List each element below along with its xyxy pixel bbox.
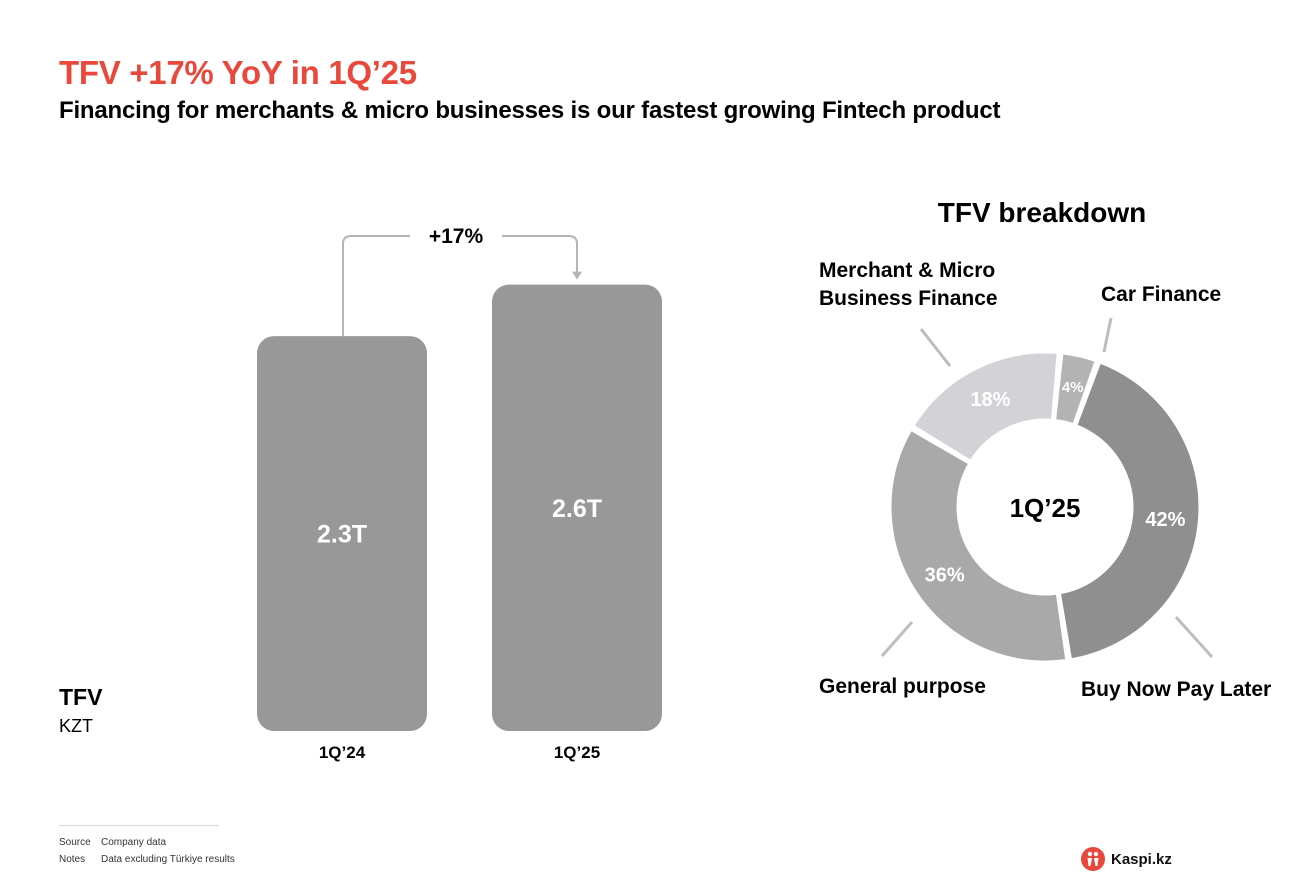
slice-legend-label: Business Finance [819, 287, 998, 310]
kaspi-logo-icon [1081, 847, 1105, 871]
growth-connector-right [502, 235, 578, 273]
source-label: Source [59, 837, 91, 848]
bar [257, 336, 427, 731]
x-tick-label: 1Q’24 [319, 743, 366, 762]
bar [492, 284, 662, 731]
notes-text: Data excluding Türkiye results [101, 854, 235, 865]
leader-line [880, 621, 914, 657]
growth-connector-left [342, 235, 410, 337]
donut-slice [1057, 360, 1202, 662]
leader-line [1174, 615, 1214, 659]
source-text: Company data [101, 837, 167, 848]
arrow-head-icon [572, 271, 582, 280]
donut-slice [911, 350, 1060, 464]
leader-line [1102, 317, 1113, 353]
donut-center-label: 1Q’25 [1010, 493, 1081, 523]
logo-text: Kaspi.kz [1111, 850, 1172, 868]
metric-label: TFV [59, 684, 103, 710]
brand-logo: Kaspi.kz [1081, 847, 1172, 871]
page-title: TFV +17% YoY in 1Q’25 [59, 54, 417, 91]
leader-line [919, 328, 952, 367]
unit-label: KZT [59, 716, 93, 736]
donut-slice [1053, 351, 1098, 427]
donut-chart: TFV breakdown 42% Buy Now Pay Later 36% Gene… [819, 197, 1271, 701]
slice-value-label: 42% [1145, 509, 1185, 531]
page-subtitle: Financing for merchants & micro business… [59, 97, 1001, 124]
slice-value-label: 36% [925, 565, 965, 587]
slice-legend-label: Car Finance [1101, 283, 1221, 306]
slice-legend-label: Merchant & Micro [819, 259, 995, 282]
bar-chart: 2.3T 1Q’24 2.6T 1Q’25 +17% [257, 225, 662, 762]
donut-slice [888, 427, 1069, 664]
x-tick-label: 1Q’25 [554, 743, 600, 762]
bar-value-label: 2.6T [552, 495, 602, 523]
footnote-divider [59, 825, 219, 826]
notes-label: Notes [59, 854, 86, 865]
bar-value-label: 2.3T [317, 521, 367, 549]
slice-legend-label: Buy Now Pay Later [1081, 678, 1271, 701]
growth-label: +17% [429, 225, 484, 248]
slice-value-label: 4% [1062, 379, 1084, 396]
donut-title: TFV breakdown [938, 197, 1146, 228]
slice-legend-label: General purpose [819, 675, 986, 698]
slice-value-label: 18% [970, 389, 1010, 411]
